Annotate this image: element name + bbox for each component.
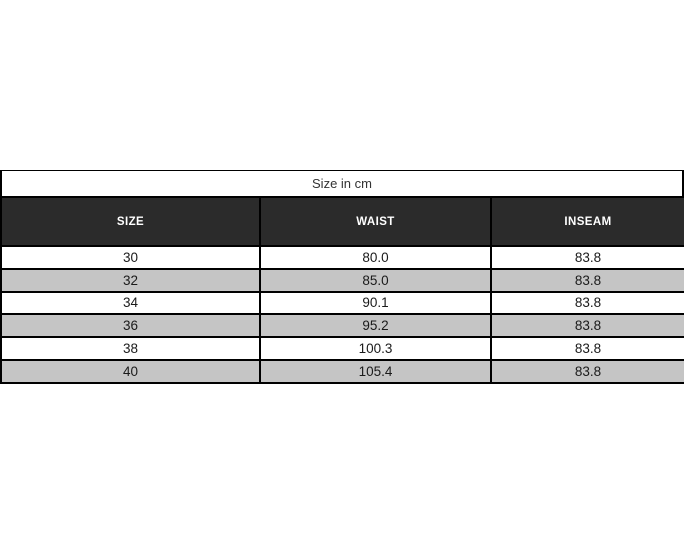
inseam-cell: 83.8: [490, 336, 684, 361]
column-header-size: SIZE: [0, 196, 261, 247]
table-row: 34 90.1 83.8: [0, 290, 684, 316]
table-row: 30 80.0 83.8: [0, 245, 684, 270]
column-header-waist: WAIST: [259, 196, 492, 247]
waist-cell: 100.3: [259, 336, 492, 361]
waist-cell: 95.2: [259, 313, 492, 339]
column-header-inseam: INSEAM: [490, 196, 684, 247]
size-chart: Size in cm SIZE WAIST INSEAM 30 80.0 83.…: [0, 170, 684, 384]
inseam-cell: 83.8: [490, 245, 684, 270]
waist-cell: 105.4: [259, 358, 492, 384]
inseam-cell: 83.8: [490, 358, 684, 384]
table-row: 40 105.4 83.8: [0, 358, 684, 384]
size-cell: 34: [0, 290, 261, 316]
size-cell: 40: [0, 358, 261, 384]
waist-cell: 80.0: [259, 245, 492, 270]
header-row: SIZE WAIST INSEAM: [0, 196, 684, 247]
table-row: 36 95.2 83.8: [0, 313, 684, 339]
size-cell: 30: [0, 245, 261, 270]
table-row: 32 85.0 83.8: [0, 267, 684, 293]
waist-cell: 85.0: [259, 267, 492, 293]
size-cell: 32: [0, 267, 261, 293]
size-cell: 36: [0, 313, 261, 339]
inseam-cell: 83.8: [490, 267, 684, 293]
table-row: 38 100.3 83.8: [0, 336, 684, 361]
waist-cell: 90.1: [259, 290, 492, 316]
inseam-cell: 83.8: [490, 290, 684, 316]
size-chart-table: SIZE WAIST INSEAM 30 80.0 83.8 32 85.0 8…: [0, 196, 684, 384]
inseam-cell: 83.8: [490, 313, 684, 339]
size-chart-caption: Size in cm: [0, 170, 684, 196]
size-cell: 38: [0, 336, 261, 361]
